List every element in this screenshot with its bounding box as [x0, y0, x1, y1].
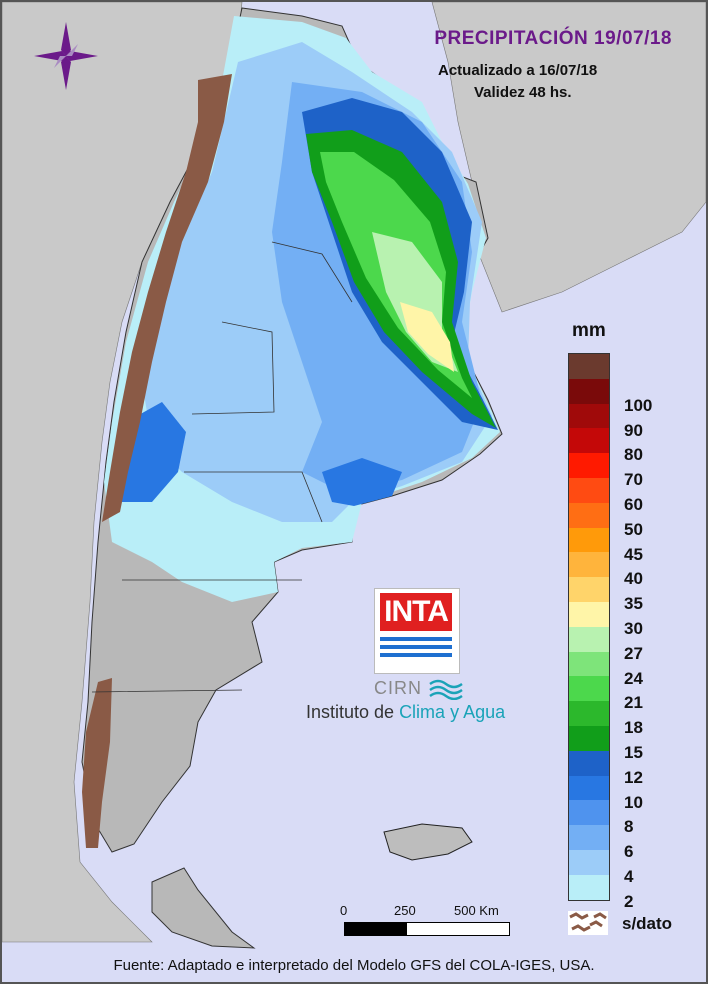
legend-swatch — [569, 601, 609, 627]
nodata-swatch — [568, 911, 608, 935]
precip-30mm — [400, 302, 454, 372]
legend-swatch — [569, 775, 609, 801]
provincial-boundaries — [91, 241, 353, 693]
cirn-label: CIRN — [374, 678, 422, 698]
legend-label: 40 — [624, 569, 643, 589]
legend-label: 90 — [624, 420, 643, 440]
scale-label-250: 250 — [394, 903, 416, 918]
legend-swatch — [569, 527, 609, 553]
legend-label: 21 — [624, 693, 643, 713]
compass-rose-icon — [34, 22, 98, 90]
scale-bar — [344, 922, 510, 936]
legend-swatch — [569, 874, 609, 900]
legend-swatch — [569, 626, 609, 652]
legend-label: 27 — [624, 643, 643, 663]
institute-name: Instituto de Clima y Agua — [306, 702, 505, 723]
legend-swatch — [569, 676, 609, 702]
map-title: PRECIPITACIÓN 19/07/18 — [434, 28, 672, 49]
legend-label: 10 — [624, 792, 643, 812]
scale-label-500: 500 Km — [454, 903, 499, 918]
legend-label: 50 — [624, 519, 643, 539]
legend-label: 18 — [624, 718, 643, 738]
legend-swatch — [569, 577, 609, 602]
legend-label: 6 — [624, 842, 634, 862]
legend-label: 24 — [624, 668, 643, 688]
legend-swatch — [569, 750, 609, 776]
legend-swatch — [569, 849, 609, 875]
waves-icon — [429, 679, 463, 700]
legend-label: 100 — [624, 395, 653, 415]
legend-label: 45 — [624, 544, 643, 564]
legend-swatch — [569, 378, 609, 404]
legend-swatch — [569, 403, 609, 429]
legend-label: 35 — [624, 594, 643, 614]
legend-label: 12 — [624, 767, 643, 787]
legend-swatch — [569, 552, 609, 578]
legend-colorbar — [568, 353, 610, 901]
nodata-label: s/dato — [622, 914, 673, 933]
legend-swatch — [569, 800, 609, 826]
tierra-del-fuego — [151, 867, 256, 949]
nodata-andes-south — [82, 678, 112, 848]
legend-label: 80 — [624, 445, 643, 465]
legend-swatch — [569, 428, 609, 454]
legend-label: 2 — [624, 891, 634, 911]
legend-swatch — [569, 354, 609, 379]
legend-label: 30 — [624, 619, 643, 638]
legend-label: 15 — [624, 743, 643, 762]
legend-swatch — [569, 701, 609, 726]
nodata-andes-north — [102, 74, 232, 522]
neighbor-land-east — [431, 2, 706, 313]
source-footer: Fuente: Adaptado e interpretado del Mode… — [113, 957, 595, 974]
legend-swatch — [569, 453, 609, 478]
validity-period: Validez 48 hs. — [474, 84, 572, 101]
malvinas-islands — [383, 823, 473, 861]
institute-accent: Clima y Agua — [399, 702, 506, 722]
updated-date: Actualizado a 16/07/18 — [438, 62, 598, 79]
inta-brand-text: INTA — [380, 593, 452, 631]
legend-label: 60 — [624, 495, 643, 514]
legend-swatch — [569, 725, 609, 751]
precip-10mm-south — [322, 458, 402, 506]
legend-swatch — [569, 651, 609, 677]
legend-label: 4 — [624, 867, 634, 886]
legend-label: 8 — [624, 817, 634, 837]
institute-plain: Instituto de — [306, 702, 400, 722]
legend-swatch — [569, 825, 609, 850]
scale-label-0: 0 — [340, 903, 348, 918]
inta-stripes-icon — [380, 637, 452, 657]
legend-swatch — [569, 502, 609, 528]
legend-label: 70 — [624, 470, 643, 490]
legend-unit: mm — [572, 320, 606, 341]
legend-swatch — [569, 477, 609, 503]
